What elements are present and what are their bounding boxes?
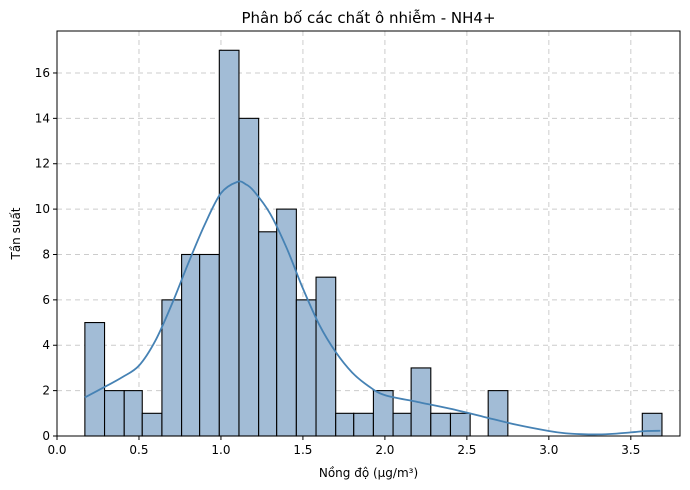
y-tick-label: 4 — [42, 338, 50, 352]
histogram-bar — [181, 253, 201, 437]
plot-frame — [56, 30, 681, 437]
x-tick-label: 2.0 — [375, 443, 394, 457]
y-tick-label: 10 — [35, 202, 50, 216]
y-tick-label: 8 — [42, 247, 50, 261]
histogram-bar — [141, 412, 163, 437]
x-tick-label: 1.5 — [293, 443, 312, 457]
y-axis-label: Tần suất — [9, 207, 23, 260]
histogram-bar — [392, 412, 412, 437]
kde-layer — [84, 180, 661, 436]
histogram-bar — [315, 276, 337, 437]
x-tick-label: 0.0 — [47, 443, 66, 457]
x-tick-label: 2.5 — [457, 443, 476, 457]
histogram-bar — [238, 117, 260, 437]
histogram-bar — [218, 49, 240, 437]
y-tick-label: 16 — [35, 66, 50, 80]
x-tick-label: 0.5 — [129, 443, 148, 457]
grid-layer — [56, 31, 680, 437]
x-axis-label: Nồng độ (µg/m³) — [319, 466, 418, 480]
chart-title: Phân bố các chất ô nhiễm - NH4+ — [241, 9, 495, 27]
y-tick-label: 0 — [42, 429, 50, 443]
histogram-bar — [199, 253, 220, 437]
x-tick-label: 1.0 — [211, 443, 230, 457]
histogram-bar — [353, 412, 374, 437]
kde-curve — [84, 180, 661, 436]
y-tick-label: 12 — [35, 157, 50, 171]
histogram-bar — [276, 208, 297, 437]
histogram-bar — [258, 231, 278, 437]
x-tick-label: 3.0 — [539, 443, 558, 457]
histogram-bar — [103, 390, 125, 437]
histogram-bar — [84, 322, 106, 437]
y-tick-label: 6 — [42, 293, 50, 307]
x-tick-label: 3.5 — [621, 443, 640, 457]
histogram-bar — [487, 390, 509, 437]
y-tick-label: 14 — [35, 111, 50, 125]
histogram-bar — [449, 412, 471, 437]
bars-layer — [84, 49, 663, 437]
histogram-bar — [430, 412, 452, 437]
y-tick-label: 2 — [42, 384, 50, 398]
y-ticks-layer: 0 2 4 6 8 10 12 14 16 — [35, 66, 57, 443]
histogram-bar — [123, 390, 143, 437]
x-ticks-layer: 0.0 0.5 1.0 1.5 2.0 2.5 3.0 3.5 — [47, 436, 640, 457]
histogram-bar — [295, 299, 317, 437]
histogram-bar — [641, 412, 663, 437]
histogram-bar — [335, 412, 355, 437]
